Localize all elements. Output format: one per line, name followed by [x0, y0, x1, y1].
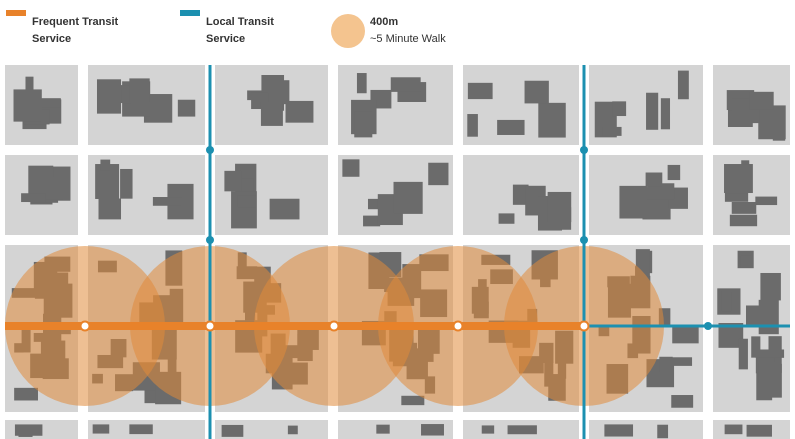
building — [287, 425, 298, 435]
building — [14, 387, 38, 401]
legend-sublabel: ~5 Minute Walk — [370, 33, 446, 45]
frequent-stop — [79, 320, 91, 332]
building — [758, 362, 776, 384]
building — [721, 291, 732, 312]
building — [42, 176, 64, 200]
building — [481, 425, 495, 434]
building — [667, 164, 681, 181]
building — [356, 73, 367, 94]
legend-label: Frequent Transit Service — [32, 16, 119, 45]
local-stop — [206, 236, 214, 244]
building — [646, 92, 659, 130]
building — [13, 89, 42, 122]
building — [538, 102, 566, 138]
local-stop — [580, 146, 588, 154]
building — [760, 272, 781, 301]
building — [758, 299, 779, 335]
building — [467, 82, 493, 100]
building — [224, 170, 242, 192]
building — [260, 102, 283, 126]
legend-frequent: Frequent Transit Service — [32, 14, 142, 48]
building — [177, 99, 196, 117]
legend-swatch-walk — [331, 14, 365, 48]
building — [152, 197, 182, 206]
building — [604, 424, 634, 437]
building — [751, 336, 761, 358]
building — [129, 424, 153, 435]
building — [14, 424, 43, 436]
building — [724, 424, 743, 435]
building — [602, 126, 622, 136]
legend-walk: 400m ~5 Minute Walk — [370, 14, 490, 48]
building — [498, 213, 515, 224]
building — [21, 193, 46, 203]
building — [657, 424, 669, 439]
frequent-stop — [578, 320, 590, 332]
building — [354, 111, 373, 138]
building — [221, 424, 244, 437]
building — [421, 424, 444, 436]
building — [96, 79, 122, 114]
building — [269, 198, 300, 220]
legend-local: Local Transit Service — [206, 14, 296, 48]
building — [401, 395, 425, 406]
building — [671, 395, 694, 408]
building — [677, 70, 689, 100]
building — [729, 214, 758, 227]
building — [740, 255, 752, 268]
building — [619, 185, 648, 219]
building — [98, 198, 122, 220]
building — [342, 159, 360, 177]
building — [363, 215, 381, 227]
building — [755, 196, 778, 206]
building — [772, 123, 786, 141]
local-stop — [704, 322, 712, 330]
building — [428, 162, 449, 186]
building — [645, 172, 663, 187]
building — [274, 80, 290, 105]
building — [659, 356, 673, 373]
building — [497, 119, 525, 135]
building — [731, 202, 757, 214]
legend-swatch-frequent — [6, 10, 26, 16]
building — [724, 164, 753, 194]
building — [376, 424, 390, 434]
building — [95, 164, 120, 199]
building — [507, 425, 537, 435]
frequent-stop — [328, 320, 340, 332]
building — [755, 349, 785, 358]
building — [129, 78, 150, 102]
building — [524, 80, 549, 104]
building — [100, 159, 111, 171]
building — [367, 198, 380, 210]
building — [285, 100, 314, 123]
building — [393, 181, 423, 214]
building — [660, 98, 671, 130]
legend-label: 400m — [370, 16, 399, 28]
building — [37, 98, 61, 108]
building — [658, 308, 671, 327]
building — [92, 424, 110, 434]
building — [237, 195, 257, 208]
building — [467, 114, 478, 137]
building — [120, 168, 133, 199]
local-stop — [580, 236, 588, 244]
building — [672, 325, 699, 344]
building — [390, 77, 421, 92]
building — [738, 338, 748, 370]
building — [612, 101, 627, 117]
local-stop — [206, 146, 214, 154]
frequent-stop — [204, 320, 216, 332]
legend-label: Local Transit Service — [206, 16, 274, 45]
building — [665, 357, 693, 366]
building — [547, 191, 572, 223]
building — [746, 424, 772, 437]
building — [647, 183, 675, 200]
building — [749, 91, 774, 110]
building — [512, 184, 529, 205]
legend-swatch-local — [180, 10, 200, 16]
frequent-stop — [452, 320, 464, 332]
